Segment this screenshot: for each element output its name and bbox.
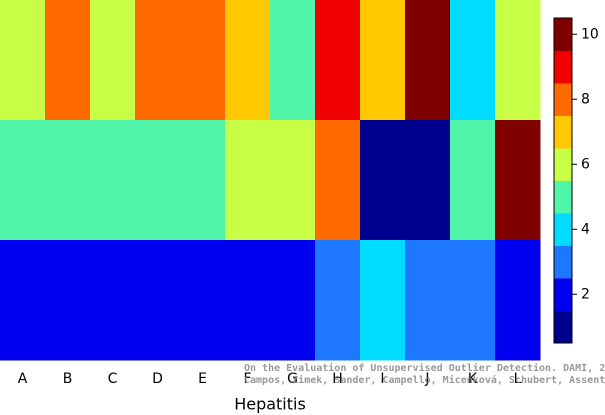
heatmap-cell bbox=[0, 240, 46, 361]
heatmap-cell bbox=[0, 120, 46, 241]
x-tick-label: A bbox=[18, 371, 28, 387]
watermark: Campos, Zimek, Sander, Campello, Micenko… bbox=[244, 374, 605, 386]
heatmap-cell bbox=[360, 0, 406, 121]
heatmap-cell bbox=[90, 120, 136, 241]
colorbar-tick-label: 6 bbox=[581, 156, 590, 172]
heatmap-cell bbox=[225, 240, 271, 361]
heatmap-cell bbox=[270, 240, 316, 361]
heatmap-cell bbox=[135, 120, 181, 241]
heatmap-cell bbox=[0, 0, 46, 121]
x-axis-title: Hepatitis bbox=[234, 395, 306, 414]
x-tick-label: E bbox=[198, 371, 207, 387]
colorbar-swatch bbox=[554, 180, 572, 214]
heatmap-cell bbox=[225, 120, 271, 241]
heatmap-cell bbox=[45, 120, 91, 241]
heatmap-cell bbox=[180, 0, 226, 121]
x-tick-label: C bbox=[108, 371, 118, 387]
colorbar-swatch bbox=[554, 213, 572, 246]
colorbar-swatch bbox=[554, 310, 572, 344]
heatmap-cell bbox=[315, 240, 361, 361]
heatmap-cell bbox=[405, 240, 451, 361]
heatmap-cell bbox=[405, 0, 451, 121]
x-tick-label: J bbox=[424, 371, 429, 387]
colorbar-swatch bbox=[554, 115, 572, 149]
heatmap-cell bbox=[450, 240, 496, 361]
heatmap-cell bbox=[495, 120, 541, 241]
colorbar-swatch bbox=[554, 50, 572, 84]
heatmap-cell bbox=[270, 120, 316, 241]
heatmap-cell bbox=[360, 120, 406, 241]
heatmap-cell bbox=[495, 240, 541, 361]
heatmap-cell bbox=[180, 240, 226, 361]
x-tick-label: G bbox=[287, 371, 298, 387]
x-tick-label: D bbox=[152, 371, 163, 387]
colorbar-swatch bbox=[554, 148, 572, 181]
colorbar-swatch bbox=[554, 245, 572, 279]
x-tick-label: I bbox=[380, 371, 384, 387]
heatmap-cell bbox=[225, 0, 271, 121]
heatmap-cell bbox=[135, 0, 181, 121]
colorbar-swatch bbox=[554, 278, 572, 311]
heatmap-cell bbox=[90, 0, 136, 121]
watermark: On the Evaluation of Unsupervised Outlie… bbox=[244, 362, 605, 374]
heatmap-cell bbox=[315, 120, 361, 241]
heatmap-cell bbox=[90, 240, 136, 361]
heatmap-cell bbox=[180, 120, 226, 241]
heatmap-cell bbox=[495, 0, 541, 121]
x-tick-label: B bbox=[63, 371, 73, 387]
heatmap-cell bbox=[450, 0, 496, 121]
heatmap-cell bbox=[315, 0, 361, 121]
colorbar-swatch bbox=[554, 83, 572, 116]
heatmap-cell bbox=[45, 0, 91, 121]
x-tick-label: K bbox=[468, 371, 478, 387]
heatmap-cell bbox=[405, 120, 451, 241]
x-tick-label: L bbox=[514, 371, 522, 387]
x-tick-label: H bbox=[332, 371, 343, 387]
colorbar-tick-label: 10 bbox=[581, 26, 599, 42]
heatmap-cell bbox=[450, 120, 496, 241]
colorbar-tick-label: 2 bbox=[581, 286, 590, 302]
heatmap-cell bbox=[270, 0, 316, 121]
heatmap-cell bbox=[45, 240, 91, 361]
heatmap-cell bbox=[135, 240, 181, 361]
x-tick-label: F bbox=[243, 371, 251, 387]
colorbar-swatch bbox=[554, 18, 572, 51]
colorbar-frame bbox=[553, 17, 573, 344]
heatmap-cell bbox=[360, 240, 406, 361]
colorbar-tick-label: 8 bbox=[581, 91, 590, 107]
colorbar-tick-label: 4 bbox=[581, 221, 590, 237]
